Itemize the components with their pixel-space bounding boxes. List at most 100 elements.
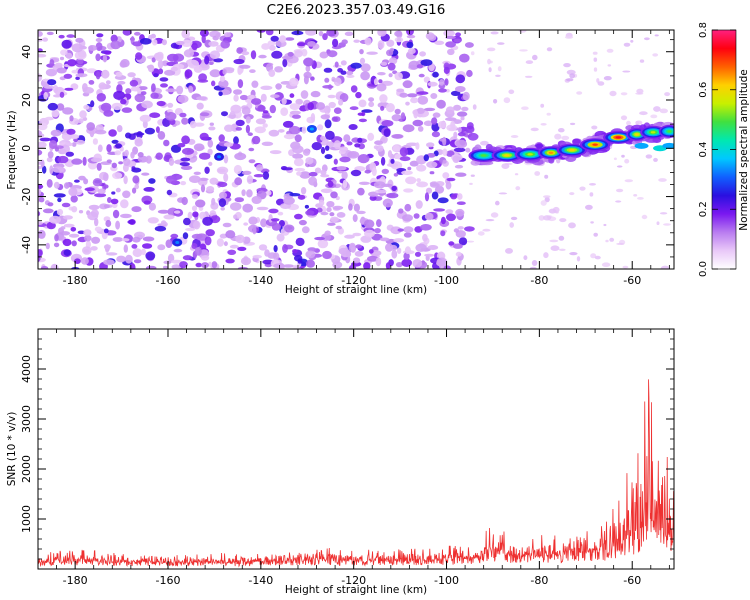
noise-blob [291,30,304,36]
noise-blob [325,130,335,140]
noise-blob [27,110,31,114]
noise-blob [330,216,339,222]
noise-blob [433,208,446,212]
noise-blob [292,249,298,254]
snr-x-tick-label: -80 [530,574,548,587]
noise-blob [328,101,336,109]
snr-background [38,329,674,569]
noise-blob [624,158,630,164]
noise-blob [431,117,438,125]
noise-blob [92,178,103,187]
noise-blob [148,178,156,184]
noise-blob [645,154,653,159]
colorbar-tick-label: 0.4 [698,142,709,158]
noise-blob [283,196,295,205]
noise-blob [248,159,256,164]
noise-blob [40,159,45,168]
noise-blob [297,194,306,200]
noise-blob [306,259,315,268]
noise-blob [445,209,454,214]
noise-blob [49,165,54,175]
noise-blob [273,245,278,253]
noise-blob [179,112,187,118]
noise-blob [223,173,229,182]
noise-blob [377,40,385,50]
noise-blob [194,246,202,256]
noise-blob [346,250,351,258]
noise-blob [380,135,388,144]
noise-blob [301,126,307,134]
noise-blob [641,214,648,220]
noise-blob [359,49,364,55]
noise-blob [208,261,212,267]
noise-blob [402,80,413,89]
noise-blob [255,118,266,125]
noise-blob [191,205,198,212]
noise-blob [45,242,50,250]
spectrogram-frame [37,29,675,270]
noise-blob [354,143,361,148]
noise-blob [111,102,123,111]
noise-blob [391,185,398,192]
noise-blob [28,160,34,168]
noise-blob [122,190,131,199]
snr-x-tick-label: -160 [156,574,181,587]
noise-blob [141,100,153,109]
noise-blob [464,226,475,232]
noise-blob [292,145,304,154]
noise-blob [284,224,295,233]
noise-blob [165,239,173,248]
noise-blob [413,109,419,119]
noise-blob [230,111,236,115]
noise-blob [283,133,296,140]
noise-blob [95,53,101,62]
noise-blob [199,112,210,117]
noise-blob [42,208,54,214]
noise-blob [374,140,384,145]
noise-blob [310,90,321,98]
noise-blob [243,222,249,226]
noise-blob [406,30,414,36]
noise-blob [406,93,418,98]
noise-blob [307,41,316,47]
noise-blob [208,161,213,166]
noise-blob [94,129,107,135]
noise-blob [94,193,107,198]
noise-blob [209,177,219,185]
noise-blob [425,187,433,194]
noise-blob [566,78,574,82]
noise-blob [204,55,210,65]
noise-blob [30,125,36,130]
noise-blob [434,185,445,194]
noise-blob [141,172,150,176]
noise-blob [368,191,379,197]
noise-blob [412,119,424,127]
noise-blob [53,193,66,198]
noise-blob [664,92,670,97]
noise-blob [131,206,142,213]
noise-blob [94,217,99,227]
noise-blob [215,32,221,38]
noise-blob [442,159,447,164]
spectrogram-y-tick-label: -40 [20,236,33,254]
noise-blob [83,104,90,110]
noise-blob [156,100,166,107]
noise-blob [521,106,529,110]
noise-blob [622,265,629,269]
noise-blob [88,45,97,51]
noise-blob [204,236,212,246]
noise-blob [103,259,115,266]
noise-blob [346,70,354,76]
noise-blob [594,255,601,260]
noise-blob [218,91,223,97]
noise-blob [27,107,38,115]
noise-blob [540,200,547,206]
noise-blob [355,244,363,249]
noise-blob [112,209,120,219]
noise-blob [457,193,463,200]
noise-blob [103,204,110,209]
noise-blob [234,177,243,186]
noise-blob [230,202,242,211]
noise-blob [445,41,456,48]
noise-blob [579,186,586,191]
